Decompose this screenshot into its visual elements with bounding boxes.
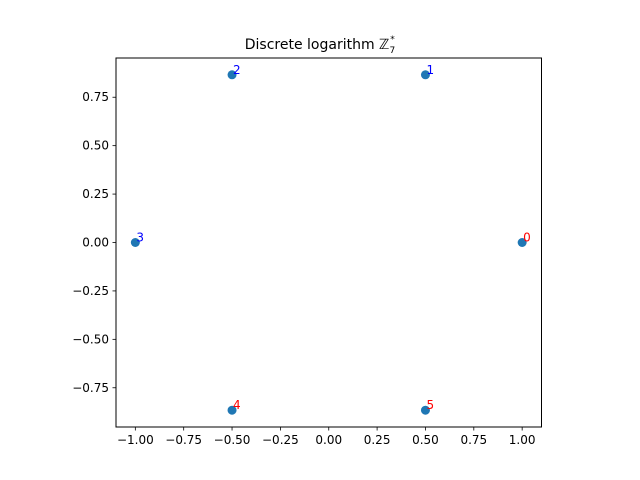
chart-title-main: Discrete logarithm ℤ	[245, 37, 390, 53]
point-label: 0	[523, 231, 531, 245]
point-label: 2	[233, 63, 241, 77]
data-point	[517, 238, 527, 247]
chart-title: Discrete logarithm ℤ7*	[245, 35, 395, 56]
point-label: 4	[233, 398, 241, 412]
x-tick-label: 1.00	[509, 433, 536, 447]
x-tick-label: 0.50	[412, 433, 439, 447]
x-tick-label: 0.75	[460, 433, 487, 447]
y-tick-label: 0.75	[82, 90, 109, 104]
point-labels: 0 1 2 3 4 5	[136, 63, 530, 412]
x-tick-label: −1.00	[117, 433, 154, 447]
x-axis: −1.00 −0.75 −0.50 −0.25 0.00 0.25 0.50 0.75 1.00	[117, 427, 536, 447]
x-tick-label: −0.50	[214, 433, 251, 447]
chart-title-subscript: 7	[389, 46, 395, 56]
point-label: 5	[426, 398, 434, 412]
x-tick-label: 0.00	[315, 433, 342, 447]
y-tick-label: 0.00	[82, 236, 109, 250]
x-tick-label: −0.25	[262, 433, 299, 447]
y-tick-label: 0.25	[82, 187, 109, 201]
data-points	[130, 70, 527, 415]
y-tick-label: −0.75	[72, 381, 109, 395]
x-tick-label: −0.75	[165, 433, 202, 447]
x-tick-label: 0.25	[364, 433, 391, 447]
data-point	[420, 405, 430, 415]
y-tick-label: −0.50	[72, 332, 109, 346]
plot-frame	[115, 57, 542, 428]
data-point	[420, 70, 430, 80]
point-label: 3	[136, 231, 144, 245]
data-point	[227, 405, 237, 415]
y-tick-label: −0.25	[72, 284, 109, 298]
point-label: 1	[426, 63, 434, 77]
chart-title-superscript: *	[390, 35, 395, 45]
data-point	[227, 70, 237, 80]
data-point	[130, 238, 140, 247]
y-tick-label: 0.50	[82, 139, 109, 153]
y-axis: −0.75 −0.50 −0.25 0.00 0.25 0.50 0.75	[72, 90, 116, 395]
